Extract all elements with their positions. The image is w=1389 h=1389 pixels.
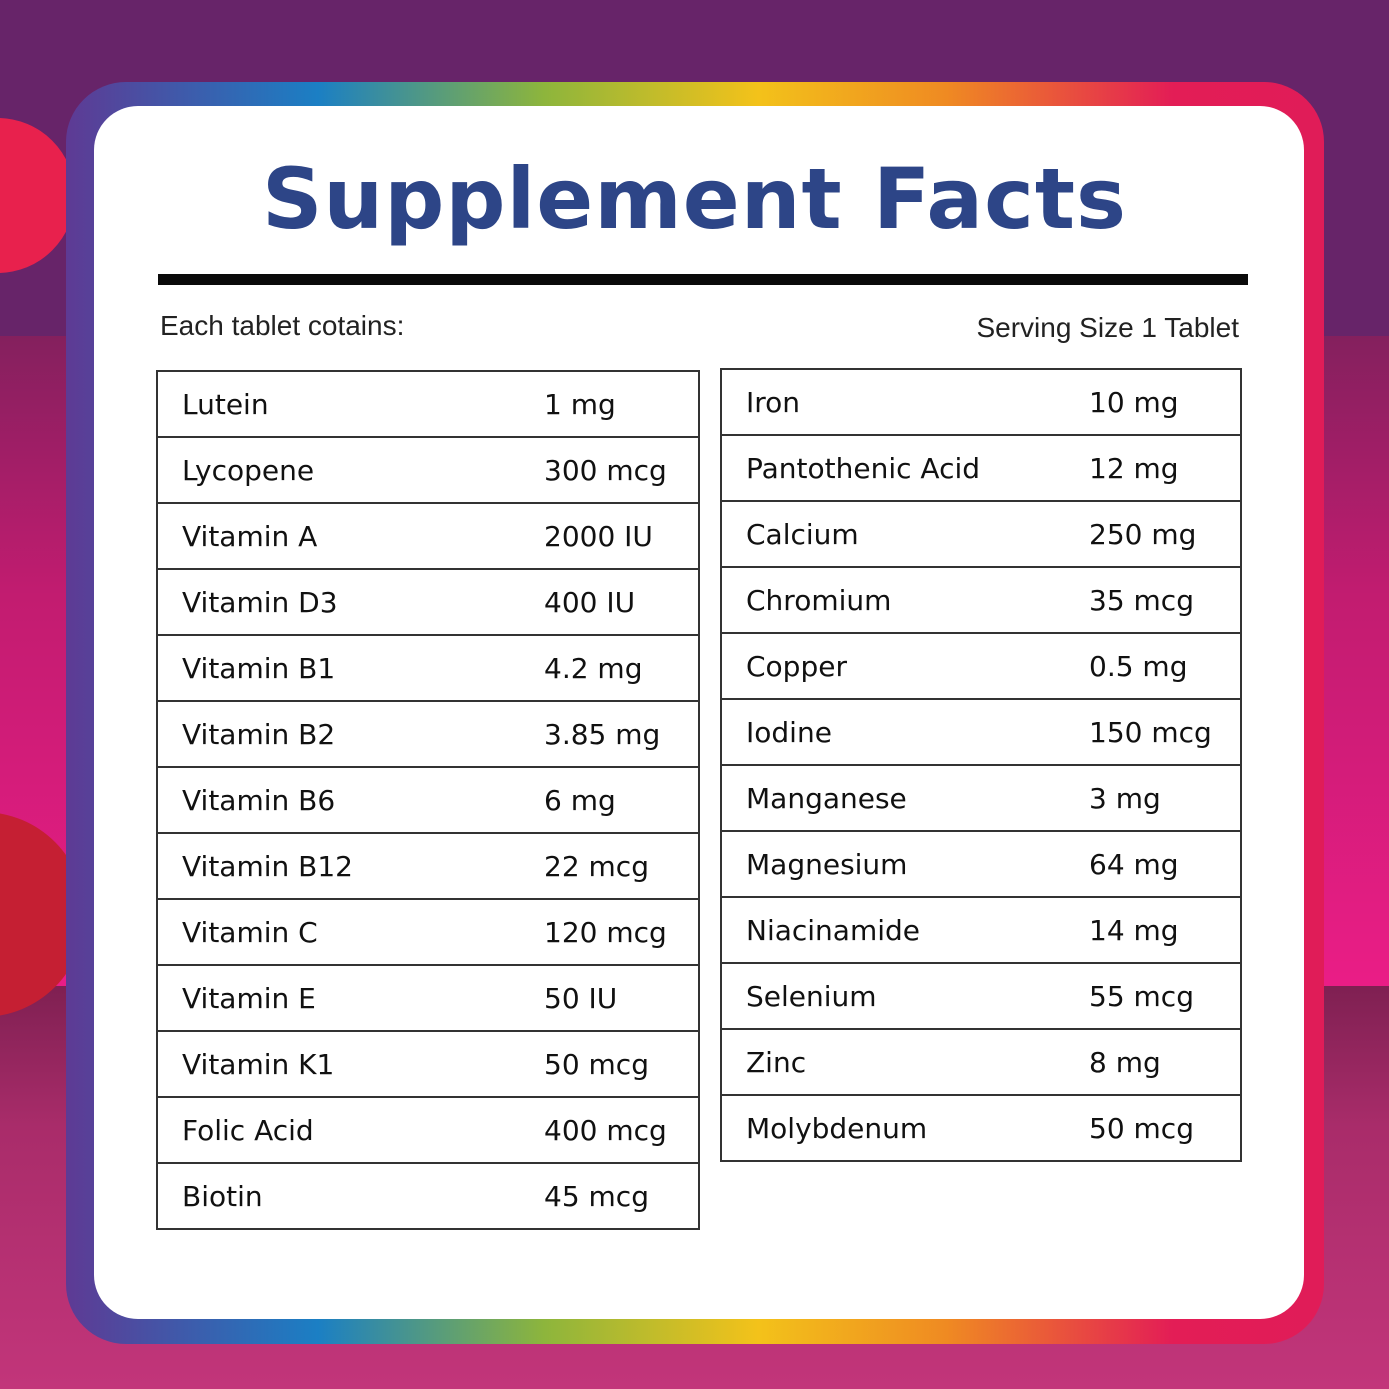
nutrient-amount: 6 mg xyxy=(544,766,700,834)
nutrient-amount: 8 mg xyxy=(1089,1028,1242,1096)
nutrient-name: Vitamin E xyxy=(156,964,544,1032)
table-row: Lutein 1 mg xyxy=(156,370,700,438)
nutrient-amount: 35 mcg xyxy=(1089,566,1242,634)
nutrient-name: Pantothenic Acid xyxy=(720,434,1089,502)
table-row: Manganese 3 mg xyxy=(720,764,1242,832)
table-row: Pantothenic Acid 12 mg xyxy=(720,434,1242,502)
intro-text: Each tablet cotains: xyxy=(160,310,405,341)
nutrient-name: Vitamin B1 xyxy=(156,634,544,702)
nutrient-amount: 300 mcg xyxy=(544,436,700,504)
table-row: Iron 10 mg xyxy=(720,368,1242,436)
nutrient-name: Calcium xyxy=(720,500,1089,568)
nutrient-name: Chromium xyxy=(720,566,1089,634)
nutrient-amount: 150 mcg xyxy=(1089,698,1242,766)
table-row: Vitamin D3 400 IU xyxy=(156,568,700,636)
nutrient-amount: 50 mcg xyxy=(1089,1094,1242,1162)
nutrient-name: Vitamin K1 xyxy=(156,1030,544,1098)
table-row: Vitamin B2 3.85 mg xyxy=(156,700,700,768)
nutrient-amount: 1 mg xyxy=(544,370,700,438)
table-row: Vitamin B1 4.2 mg xyxy=(156,634,700,702)
table-row: Vitamin C 120 mcg xyxy=(156,898,700,966)
nutrient-amount: 3 mg xyxy=(1089,764,1242,832)
table-row: Copper 0.5 mg xyxy=(720,632,1242,700)
nutrient-name: Vitamin D3 xyxy=(156,568,544,636)
nutrient-name: Vitamin B6 xyxy=(156,766,544,834)
table-row: Biotin 45 mcg xyxy=(156,1162,700,1230)
left-nutrient-table: Lutein 1 mg Lycopene 300 mcg Vitamin A 2000… xyxy=(156,370,700,1230)
nutrient-name: Vitamin B12 xyxy=(156,832,544,900)
nutrient-name: Niacinamide xyxy=(720,896,1089,964)
table-row: Molybdenum 50 mcg xyxy=(720,1094,1242,1162)
table-row: Vitamin B12 22 mcg xyxy=(156,832,700,900)
table-row: Vitamin B6 6 mg xyxy=(156,766,700,834)
nutrient-amount: 400 mcg xyxy=(544,1096,700,1164)
table-row: Vitamin K1 50 mcg xyxy=(156,1030,700,1098)
table-row: Lycopene 300 mcg xyxy=(156,436,700,504)
nutrient-name: Vitamin C xyxy=(156,898,544,966)
page-title: Supplement Facts xyxy=(261,150,1128,248)
table-row: Niacinamide 14 mg xyxy=(720,896,1242,964)
table-row: Vitamin A 2000 IU xyxy=(156,502,700,570)
nutrient-name: Magnesium xyxy=(720,830,1089,898)
table-row: Vitamin E 50 IU xyxy=(156,964,700,1032)
nutrient-amount: 120 mcg xyxy=(544,898,700,966)
table-row: Calcium 250 mg xyxy=(720,500,1242,568)
nutrient-amount: 10 mg xyxy=(1089,368,1242,436)
nutrient-amount: 400 IU xyxy=(544,568,700,636)
table-row: Chromium 35 mcg xyxy=(720,566,1242,634)
nutrient-amount: 4.2 mg xyxy=(544,634,700,702)
table-row: Selenium 55 mcg xyxy=(720,962,1242,1030)
table-row: Magnesium 64 mg xyxy=(720,830,1242,898)
nutrient-amount: 2000 IU xyxy=(544,502,700,570)
nutrient-name: Vitamin A xyxy=(156,502,544,570)
nutrient-name: Iodine xyxy=(720,698,1089,766)
right-nutrient-table: Iron 10 mg Pantothenic Acid 12 mg Calcium 2… xyxy=(720,368,1242,1162)
nutrient-amount: 3.85 mg xyxy=(544,700,700,768)
nutrient-amount: 22 mcg xyxy=(544,832,700,900)
nutrient-name: Lycopene xyxy=(156,436,544,504)
nutrient-name: Folic Acid xyxy=(156,1096,544,1164)
nutrient-amount: 50 mcg xyxy=(544,1030,700,1098)
nutrient-name: Lutein xyxy=(156,370,544,438)
nutrient-name: Biotin xyxy=(156,1162,544,1230)
nutrient-name: Vitamin B2 xyxy=(156,700,544,768)
nutrient-amount: 250 mg xyxy=(1089,500,1242,568)
nutrient-name: Iron xyxy=(720,368,1089,436)
nutrient-amount: 14 mg xyxy=(1089,896,1242,964)
nutrient-name: Manganese xyxy=(720,764,1089,832)
nutrient-amount: 55 mcg xyxy=(1089,962,1242,1030)
nutrient-amount: 0.5 mg xyxy=(1089,632,1242,700)
nutrient-name: Molybdenum xyxy=(720,1094,1089,1162)
serving-size: Serving Size 1 Tablet xyxy=(976,312,1239,343)
table-row: Zinc 8 mg xyxy=(720,1028,1242,1096)
nutrient-amount: 64 mg xyxy=(1089,830,1242,898)
nutrient-amount: 12 mg xyxy=(1089,434,1242,502)
nutrient-amount: 50 IU xyxy=(544,964,700,1032)
nutrient-name: Zinc xyxy=(720,1028,1089,1096)
nutrient-name: Copper xyxy=(720,632,1089,700)
table-row: Folic Acid 400 mcg xyxy=(156,1096,700,1164)
title-divider xyxy=(158,274,1248,285)
nutrient-name: Selenium xyxy=(720,962,1089,1030)
table-row: Iodine 150 mcg xyxy=(720,698,1242,766)
nutrient-amount: 45 mcg xyxy=(544,1162,700,1230)
